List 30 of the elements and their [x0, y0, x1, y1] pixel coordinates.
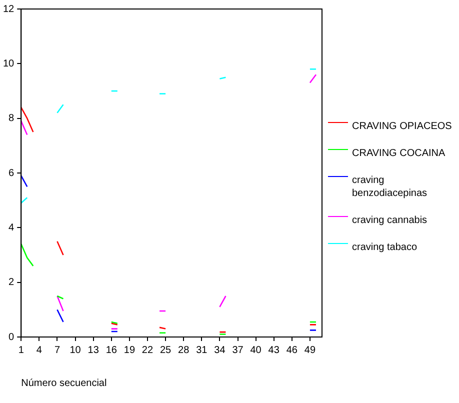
legend-label: CRAVING OPIACEOS: [352, 120, 452, 133]
x-tick-label: 40: [250, 344, 262, 356]
x-tick-label: 10: [70, 344, 82, 356]
x-tick-label: 37: [232, 344, 244, 356]
x-tick-label: 16: [106, 344, 118, 356]
y-tick-label: 2: [8, 277, 15, 288]
legend-label: craving tabaco: [352, 241, 418, 254]
x-tick-label: 31: [196, 344, 208, 356]
legend-label: craving cannabis: [352, 214, 428, 227]
x-axis-title: Número secuencial: [21, 378, 107, 389]
legend-label: craving benzodiacepinas: [352, 174, 428, 200]
x-tick-label: 19: [124, 344, 136, 356]
y-tick-label: 12: [3, 4, 15, 15]
x-tick-label: 4: [36, 344, 42, 356]
x-tick-label: 13: [88, 344, 100, 356]
x-tick-label: 1: [18, 344, 24, 356]
y-tick-label: 0: [8, 332, 15, 343]
x-tick-label: 34: [214, 344, 226, 356]
y-tick-label: 4: [8, 222, 15, 234]
x-tick-label: 28: [178, 344, 190, 356]
legend-label: CRAVING COCAINA: [352, 147, 446, 160]
y-tick-label: 8: [8, 113, 15, 124]
x-tick-label: 46: [286, 344, 298, 356]
x-tick-label: 22: [142, 344, 154, 356]
x-tick-label: 49: [304, 344, 316, 356]
y-tick-label: 10: [3, 58, 15, 70]
x-tick-label: 7: [54, 344, 60, 356]
x-tick-label: 25: [160, 344, 172, 356]
y-tick-label: 6: [8, 168, 15, 179]
x-tick-label: 43: [268, 344, 280, 356]
